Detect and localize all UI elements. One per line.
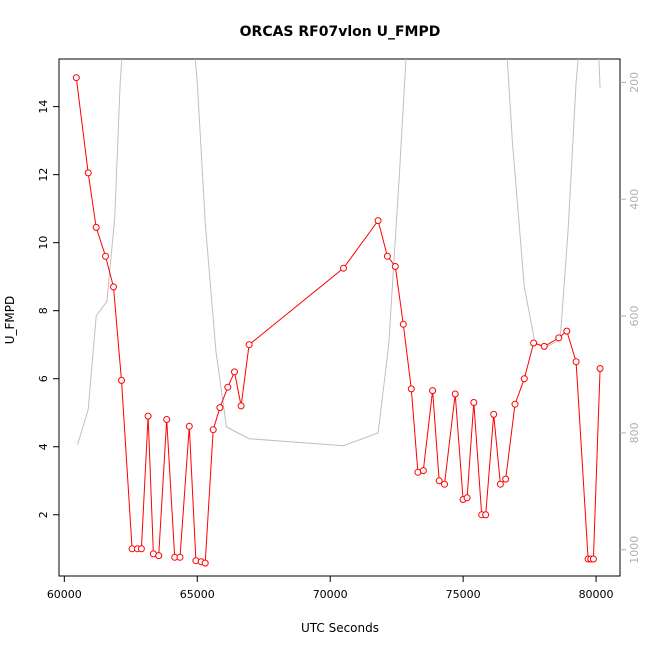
- y2-tick-label: 1000: [628, 536, 641, 564]
- u-fmpd-series-line: [75, 77, 601, 564]
- x-axis: 60000 65000 70000 75000 80000: [47, 576, 614, 601]
- pressure-series-line: [77, 59, 601, 447]
- data-point: [555, 334, 563, 342]
- y-axis-right: 200 400 600 800 1000: [620, 72, 641, 564]
- data-point: [511, 400, 519, 408]
- x-tick-label: 80000: [579, 588, 614, 601]
- data-point: [92, 223, 100, 231]
- y-tick-label: 6: [37, 375, 50, 382]
- data-point: [470, 399, 478, 406]
- data-point: [374, 217, 382, 225]
- y-tick-label: 14: [37, 100, 50, 114]
- series-layer: [72, 59, 604, 567]
- data-point: [540, 342, 548, 350]
- y2-tick-label: 600: [628, 306, 641, 327]
- y-tick-label: 8: [37, 307, 50, 314]
- data-point: [216, 404, 224, 412]
- data-point: [110, 283, 117, 291]
- data-point: [530, 339, 538, 347]
- data-point: [419, 467, 427, 475]
- y2-tick-label: 400: [628, 189, 641, 210]
- x-axis-label: UTC Seconds: [301, 621, 379, 635]
- data-point: [185, 422, 193, 430]
- data-point: [176, 553, 184, 561]
- data-point: [451, 390, 459, 398]
- data-point: [245, 341, 253, 349]
- data-point: [391, 263, 399, 270]
- data-point: [520, 375, 528, 383]
- data-point: [407, 385, 415, 393]
- y-tick-label: 10: [37, 236, 50, 250]
- data-point: [84, 169, 92, 177]
- data-point: [502, 475, 510, 483]
- data-point: [209, 426, 217, 434]
- plot-frame: [58, 58, 621, 577]
- data-point: [118, 376, 125, 384]
- data-point: [463, 494, 471, 502]
- data-point: [224, 383, 232, 391]
- data-point: [201, 559, 209, 567]
- data-point: [383, 252, 391, 260]
- data-point: [237, 402, 245, 410]
- y-axis-left: 2 4 6 8 10 12 14: [37, 100, 59, 518]
- data-point: [482, 511, 490, 519]
- data-point: [144, 412, 152, 420]
- y-tick-label: 12: [37, 168, 50, 182]
- x-tick-label: 65000: [180, 588, 215, 601]
- data-point: [231, 368, 238, 376]
- data-point: [72, 74, 80, 82]
- x-tick-label: 75000: [446, 588, 481, 601]
- y-tick-label: 4: [37, 443, 50, 450]
- data-point: [340, 264, 347, 272]
- data-point: [563, 327, 571, 335]
- data-point: [155, 552, 163, 560]
- data-point: [163, 416, 171, 423]
- data-point: [589, 555, 597, 563]
- data-point: [441, 480, 448, 488]
- y2-tick-label: 800: [628, 422, 641, 443]
- data-point: [399, 320, 407, 328]
- data-point: [137, 545, 145, 553]
- data-point: [429, 387, 437, 395]
- chart-title: ORCAS RF07vlon U_FMPD: [240, 24, 441, 40]
- data-point: [572, 358, 580, 366]
- data-point: [490, 410, 498, 418]
- y2-tick-label: 200: [628, 72, 641, 93]
- data-point: [496, 480, 504, 488]
- y-axis-label: U_FMPD: [3, 296, 17, 345]
- x-tick-label: 70000: [313, 588, 348, 601]
- y-tick-label: 2: [37, 511, 50, 518]
- data-point: [102, 252, 109, 260]
- data-point: [596, 365, 604, 372]
- data-point: [435, 477, 443, 485]
- x-tick-label: 60000: [47, 588, 82, 601]
